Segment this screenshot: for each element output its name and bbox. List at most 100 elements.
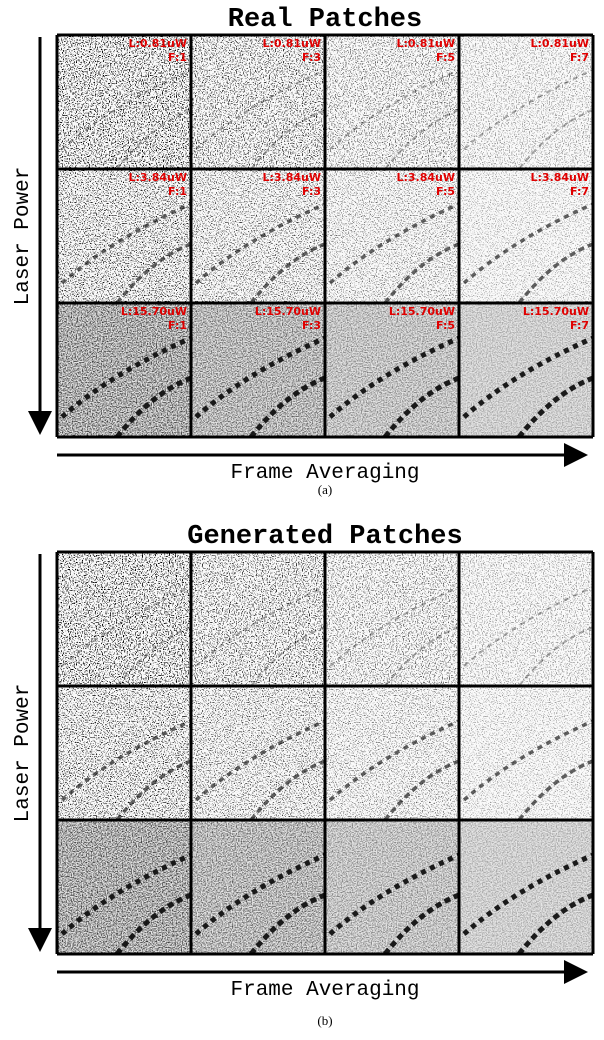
frames-label: F:1: [168, 185, 187, 198]
patch-noise: [57, 820, 191, 954]
frames-label: F:3: [302, 51, 321, 64]
patch: [57, 303, 191, 437]
patch: [459, 35, 593, 169]
filament: [116, 109, 192, 170]
patch-noise: [57, 686, 191, 820]
patch-noise: [325, 35, 459, 169]
laser-label: L:15.70uW: [389, 305, 455, 318]
frames-label: F:7: [570, 185, 589, 198]
filament: [61, 586, 192, 667]
patch: [57, 35, 191, 169]
panel-title: Real Patches: [228, 5, 422, 35]
patch: [191, 303, 325, 437]
filament: [195, 69, 326, 150]
filament: [383, 759, 460, 822]
filament: [383, 242, 460, 305]
filament: [328, 335, 461, 419]
patch-noise: [57, 303, 191, 437]
caption: (b): [317, 1013, 332, 1028]
y-axis-label: Laser Power: [12, 684, 35, 823]
filament: [462, 335, 595, 419]
patch: [57, 686, 191, 820]
filament: [328, 852, 461, 936]
patch-noise: [191, 686, 325, 820]
laser-label: L:0.81uW: [128, 37, 187, 50]
filament: [463, 586, 594, 667]
patch: [191, 820, 325, 954]
filament: [517, 375, 594, 439]
patch-noise: [57, 169, 191, 303]
filament: [329, 69, 460, 150]
filament: [60, 202, 192, 285]
patch-noise: [459, 552, 593, 686]
filament: [250, 109, 326, 170]
caption: (a): [318, 482, 332, 497]
laser-label: L:0.81uW: [262, 37, 321, 50]
filament: [60, 852, 193, 936]
filament: [383, 892, 460, 956]
patch: [57, 820, 191, 954]
frames-label: F:7: [570, 319, 589, 332]
filament: [61, 69, 192, 150]
filament: [249, 242, 326, 305]
filament: [517, 892, 594, 956]
filament: [462, 719, 594, 802]
frames-label: F:1: [168, 319, 187, 332]
filament: [115, 759, 192, 822]
filament: [60, 719, 192, 802]
patch: [459, 686, 593, 820]
filament: [249, 892, 326, 956]
frames-label: F:1: [168, 51, 187, 64]
patch: [191, 35, 325, 169]
filament: [384, 626, 460, 687]
filament: [60, 335, 193, 419]
filament: [115, 242, 192, 305]
filament: [462, 852, 595, 936]
patch-noise: [325, 686, 459, 820]
filament: [249, 759, 326, 822]
filament: [194, 719, 326, 802]
laser-label: L:15.70uW: [255, 305, 321, 318]
filament: [384, 109, 460, 170]
patch: [459, 303, 593, 437]
filament: [518, 626, 594, 687]
patch-noise: [459, 820, 593, 954]
laser-label: L:3.84uW: [396, 171, 455, 184]
panel-title: Generated Patches: [187, 522, 462, 552]
filament: [195, 586, 326, 667]
x-axis-label: Frame Averaging: [230, 462, 419, 485]
patch: [325, 820, 459, 954]
laser-label: L:15.70uW: [523, 305, 589, 318]
filament: [517, 242, 594, 305]
filament: [328, 719, 460, 802]
patch: [191, 169, 325, 303]
filament: [194, 335, 327, 419]
patch-noise: [191, 169, 325, 303]
filament: [462, 202, 594, 285]
frames-label: F:5: [436, 185, 455, 198]
filament: [328, 202, 460, 285]
filament: [116, 626, 192, 687]
patch-noise: [325, 820, 459, 954]
filament: [329, 586, 460, 667]
frames-label: F:5: [436, 319, 455, 332]
frames-label: F:3: [302, 319, 321, 332]
patch-noise: [191, 552, 325, 686]
patch-noise: [325, 552, 459, 686]
patch: [459, 820, 593, 954]
patch: [325, 35, 459, 169]
frames-label: F:7: [570, 51, 589, 64]
laser-label: L:3.84uW: [262, 171, 321, 184]
patch-noise: [191, 35, 325, 169]
laser-label: L:3.84uW: [128, 171, 187, 184]
patch: [191, 686, 325, 820]
patch-noise: [325, 169, 459, 303]
laser-label: L:15.70uW: [121, 305, 187, 318]
laser-label: L:0.81uW: [530, 37, 589, 50]
filament: [517, 759, 594, 822]
patch: [325, 169, 459, 303]
patch-noise: [459, 169, 593, 303]
x-axis-label: Frame Averaging: [230, 979, 419, 1002]
patch: [325, 552, 459, 686]
